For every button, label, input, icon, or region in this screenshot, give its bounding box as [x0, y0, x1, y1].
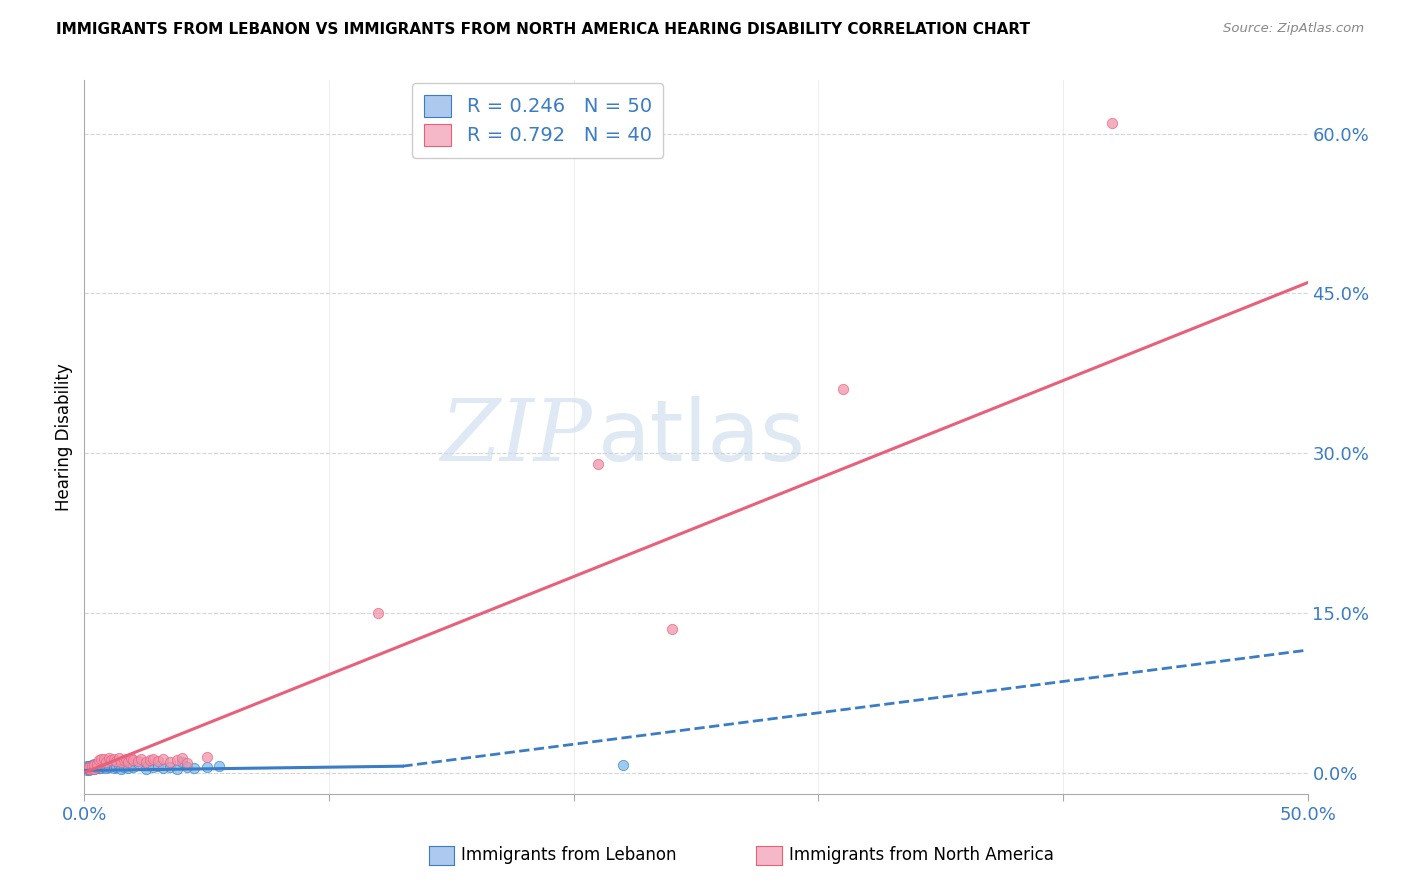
Point [93, 755, 115, 769]
Point [87, 753, 110, 767]
Point [120, 757, 142, 772]
Point [136, 758, 159, 772]
Point [77, 760, 100, 774]
Point [661, 622, 683, 636]
Point [77, 764, 100, 778]
Point [90, 752, 112, 766]
Point [103, 761, 125, 775]
Point [139, 753, 162, 767]
Point [146, 754, 169, 768]
Point [115, 752, 138, 766]
Point [146, 759, 169, 773]
Point [87, 761, 110, 775]
Point [127, 756, 149, 770]
Point [93, 760, 115, 774]
Point [83, 760, 105, 774]
Point [87, 759, 110, 773]
Text: atlas: atlas [598, 395, 806, 479]
Legend: R = 0.246   N = 50, R = 0.792   N = 40: R = 0.246 N = 50, R = 0.792 N = 40 [412, 83, 664, 158]
Point [135, 763, 157, 777]
Text: IMMIGRANTS FROM LEBANON VS IMMIGRANTS FROM NORTH AMERICA HEARING DISABILITY CORR: IMMIGRANTS FROM LEBANON VS IMMIGRANTS FR… [56, 22, 1031, 37]
Point [586, 457, 609, 471]
Point [107, 758, 129, 772]
Point [77, 760, 100, 774]
Point [152, 761, 174, 775]
Point [96, 755, 118, 769]
Point [831, 382, 853, 396]
Point [117, 755, 139, 769]
Point [80, 758, 103, 772]
Point [117, 761, 139, 775]
Point [83, 757, 105, 772]
Text: Source: ZipAtlas.com: Source: ZipAtlas.com [1223, 22, 1364, 36]
Point [159, 755, 181, 769]
Point [96, 761, 118, 775]
Point [80, 759, 103, 773]
Point [110, 763, 132, 777]
Point [80, 761, 103, 775]
Point [86, 760, 108, 774]
Point [97, 760, 120, 774]
Point [110, 755, 132, 769]
Point [76, 761, 98, 775]
Point [90, 756, 112, 770]
Y-axis label: Hearing Disability: Hearing Disability [55, 363, 73, 511]
Point [86, 761, 108, 775]
Point [129, 752, 152, 766]
Point [612, 758, 634, 772]
Point [172, 750, 194, 764]
Point [112, 753, 135, 767]
Point [76, 760, 98, 774]
Point [76, 759, 98, 773]
Point [80, 759, 103, 773]
Text: ZIP: ZIP [440, 396, 592, 478]
Point [166, 763, 188, 777]
Text: Immigrants from Lebanon: Immigrants from Lebanon [461, 847, 676, 864]
Point [172, 755, 194, 769]
Point [83, 763, 105, 777]
Point [208, 759, 231, 773]
Point [86, 758, 108, 772]
Point [77, 763, 100, 777]
Point [1101, 116, 1123, 130]
Point [183, 761, 205, 775]
Point [105, 754, 128, 768]
Point [122, 753, 145, 767]
Point [100, 755, 122, 769]
Point [127, 754, 149, 768]
Point [195, 749, 218, 764]
Point [80, 763, 103, 777]
Point [115, 759, 138, 773]
Point [142, 760, 165, 774]
Text: Immigrants from North America: Immigrants from North America [789, 847, 1053, 864]
Point [367, 606, 389, 620]
Point [166, 753, 188, 767]
Point [176, 756, 198, 770]
Point [152, 752, 174, 766]
Point [86, 760, 108, 774]
Point [100, 753, 122, 767]
Point [76, 761, 98, 775]
Point [97, 750, 120, 764]
Point [159, 760, 181, 774]
Point [112, 760, 135, 774]
Point [105, 760, 128, 774]
Point [122, 760, 145, 774]
Point [176, 760, 198, 774]
Point [83, 763, 105, 777]
Point [142, 752, 165, 766]
Point [77, 759, 100, 773]
Point [77, 763, 100, 777]
Point [120, 750, 142, 764]
Point [103, 752, 125, 766]
Point [83, 758, 105, 772]
Point [90, 761, 112, 775]
Point [107, 750, 129, 764]
Point [76, 764, 98, 778]
Point [86, 757, 108, 772]
Point [135, 755, 157, 769]
Point [93, 752, 115, 766]
Point [195, 760, 218, 774]
